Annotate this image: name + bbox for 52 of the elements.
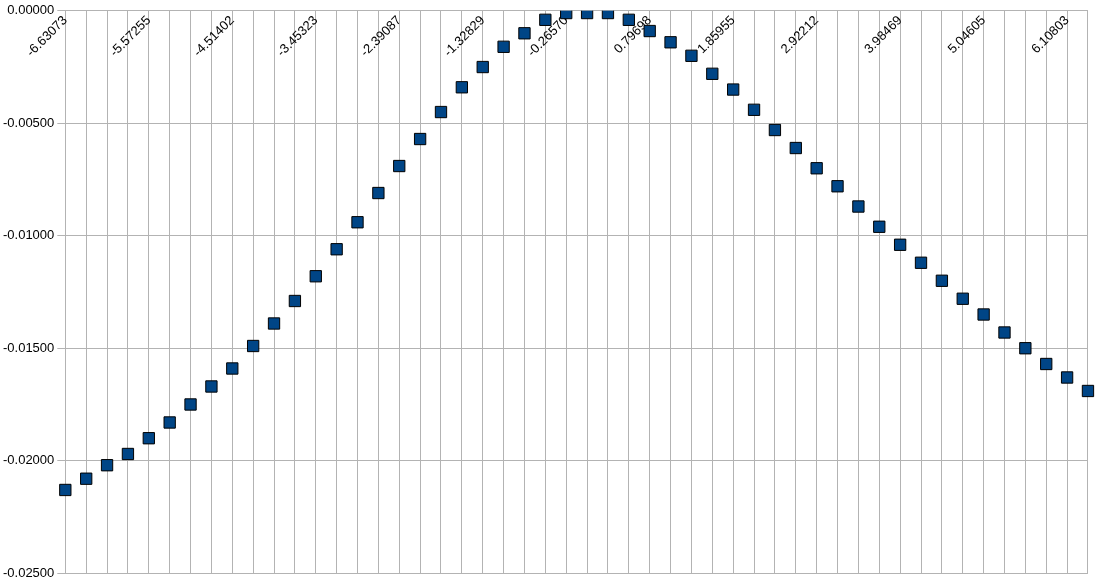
- point: [914, 256, 928, 269]
- point: [977, 308, 990, 321]
- point: [893, 238, 907, 251]
- point: [205, 380, 218, 393]
- y-tick-label: -0.01500: [2, 339, 55, 355]
- point: [852, 200, 865, 213]
- point: [706, 67, 719, 80]
- y-tick-label: 0.00000: [7, 2, 55, 18]
- y-tick-label: -0.02000: [2, 452, 55, 468]
- point: [247, 339, 260, 353]
- point: [267, 317, 281, 330]
- point: [601, 10, 615, 20]
- point: [1019, 342, 1032, 355]
- point: [80, 472, 93, 485]
- point: [831, 180, 844, 193]
- point: [288, 294, 302, 308]
- point: [455, 81, 469, 94]
- point: [1060, 371, 1074, 384]
- point: [664, 36, 677, 49]
- point: [497, 40, 510, 53]
- point: [121, 447, 135, 461]
- point: [59, 483, 72, 497]
- point: [768, 123, 782, 137]
- point: [393, 159, 406, 173]
- point: [309, 270, 322, 283]
- point: [998, 326, 1011, 339]
- point: [142, 432, 155, 445]
- point: [351, 216, 364, 229]
- y-tick-label: -0.00500: [2, 114, 55, 130]
- point: [226, 362, 239, 375]
- point: [1040, 357, 1053, 371]
- point: [685, 49, 698, 62]
- point: [518, 27, 531, 40]
- point: [789, 141, 802, 155]
- point: [935, 274, 949, 287]
- point: [413, 132, 427, 146]
- point: [727, 83, 740, 96]
- point: [580, 10, 594, 20]
- y-tick-label: -0.01000: [2, 227, 55, 243]
- y-tick-label: -0.02500: [2, 564, 55, 580]
- point: [184, 398, 197, 411]
- point: [372, 186, 385, 200]
- point: [163, 416, 176, 429]
- point: [1081, 384, 1095, 398]
- point: [873, 220, 886, 233]
- point: [810, 162, 823, 175]
- point: [434, 105, 448, 119]
- point: [330, 243, 343, 256]
- point: [956, 292, 969, 305]
- point: [100, 459, 114, 472]
- point: [747, 103, 761, 116]
- point: [476, 60, 489, 74]
